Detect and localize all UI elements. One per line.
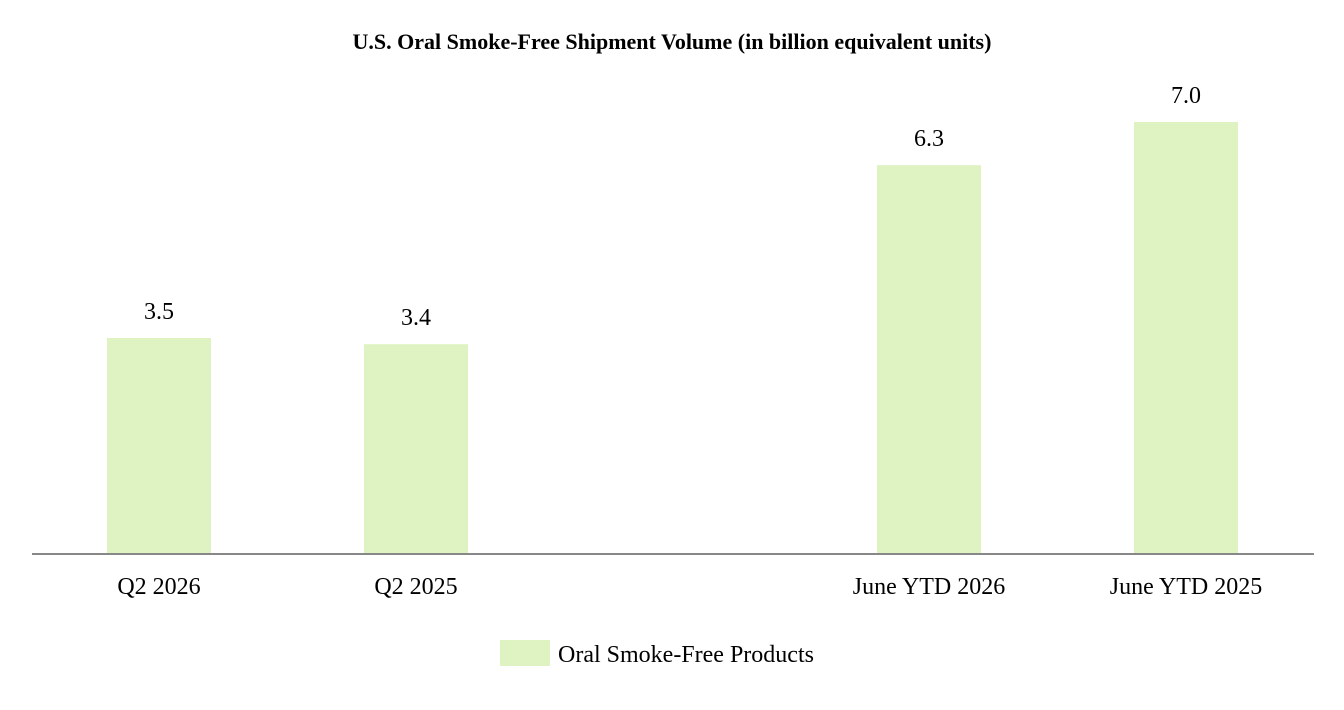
bar-2 xyxy=(877,165,981,554)
legend: Oral Smoke-Free Products xyxy=(500,640,814,668)
data-label-3: 7.0 xyxy=(1171,83,1201,109)
data-label-0: 3.5 xyxy=(144,299,174,325)
x-tick-labels: Q2 2026 Q2 2025 June YTD 2026 June YTD 2025 xyxy=(117,574,1262,600)
legend-swatch xyxy=(500,640,550,666)
bar-3 xyxy=(1134,122,1238,554)
data-label-2: 6.3 xyxy=(914,126,944,152)
data-label-1: 3.4 xyxy=(401,305,431,331)
legend-label: Oral Smoke-Free Products xyxy=(558,642,814,668)
value-labels-group: 3.5 3.4 6.3 7.0 xyxy=(144,83,1201,331)
x-tick-label-0: Q2 2026 xyxy=(117,574,200,600)
x-tick-label-3: June YTD 2025 xyxy=(1110,574,1262,600)
bars-group xyxy=(107,122,1238,554)
bar-1 xyxy=(364,344,468,554)
x-tick-label-2: June YTD 2026 xyxy=(853,574,1005,600)
chart-title: U.S. Oral Smoke-Free Shipment Volume (in… xyxy=(353,29,992,54)
x-tick-label-1: Q2 2025 xyxy=(374,574,457,600)
bar-0 xyxy=(107,338,211,554)
